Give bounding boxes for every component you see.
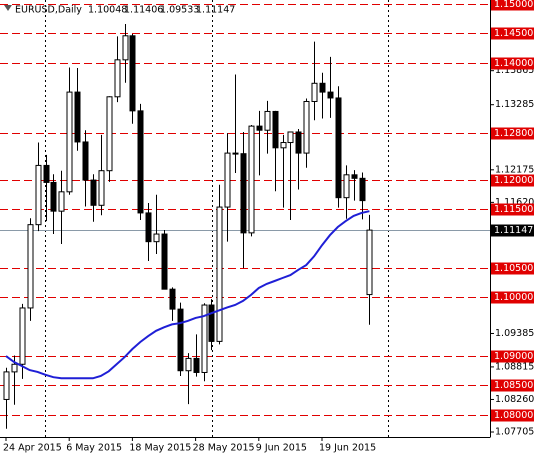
candle-body [43,164,50,183]
symbol: EURUSD,Daily [15,5,82,16]
candle-body [193,357,200,373]
x-tick-label: 28 May 2015 [193,443,255,454]
candle-body [122,35,129,61]
x-tick-label: 18 May 2015 [129,443,191,454]
candle-body [137,110,144,214]
candle-body [272,110,279,149]
candle-body [224,152,231,208]
level-label-box [491,350,534,363]
level-label: 1.12800 [494,128,533,139]
candle-body [351,174,358,179]
candle-body [359,177,366,202]
candle-body [19,307,26,365]
candle-body [201,304,208,373]
candle-body [208,304,215,342]
current-price-box [491,224,534,237]
symbol-icon [4,5,12,11]
candle-body [74,91,81,143]
level-label-box [491,379,534,392]
level-label-box [491,27,534,40]
level-label: 1.14500 [494,28,533,39]
y-tick-label: 1.11620 [495,197,534,208]
x-tick-label: 19 Jun 2015 [319,443,376,454]
y-tick-label: 1.13285 [495,99,534,110]
ohlc-open: 1.10048 [88,5,127,16]
current-price-label: 1.11147 [494,225,533,236]
candle-body [256,125,263,131]
candle-body [82,141,89,181]
y-tick-label: 1.09385 [495,328,534,339]
moving-average [5,210,370,380]
level-label-box [491,409,534,422]
level-label: 1.10500 [494,263,533,274]
y-tick-label: 1.08815 [495,361,534,372]
candle-body [216,206,223,342]
candle-body [161,233,168,290]
candle-body [319,82,326,93]
candle-body [11,363,18,373]
level-label-box [491,291,534,304]
level-label-box [491,203,534,216]
candle-body [58,191,65,212]
candle-body [169,288,176,310]
x-tick-label: 24 Apr 2015 [3,443,62,454]
level-label: 1.14000 [494,58,533,69]
candle-body [153,233,160,243]
candle-body [50,181,57,212]
y-tick-label: 1.12175 [495,164,534,175]
level-label: 1.10000 [494,292,533,303]
level-label-box [491,57,534,70]
candle-body [35,164,42,226]
candles [3,24,373,429]
candle-body [366,229,373,296]
level-label: 1.08500 [494,380,533,391]
candle-body [145,212,152,243]
candle-body [3,371,10,400]
x-tick-label: 6 May 2015 [66,443,122,454]
candle-body [287,131,294,144]
candle-body [185,357,192,372]
level-label-box [491,0,534,11]
axes: 1.13865 1.13285 1.12175 1.11620 1.09385 1.088… [3,0,534,454]
candle-body [335,97,342,199]
candle-body [66,91,73,193]
level-label-box [491,262,534,275]
x-tick-label: 9 Jun 2015 [256,443,307,454]
candle-body [27,224,34,309]
candle-body [280,142,287,149]
candle-body [303,100,310,154]
candle-body [327,91,334,99]
candle-body [295,131,302,154]
y-tick-label: 1.08260 [495,394,534,405]
candle-body [129,35,136,112]
level-label: 1.12000 [494,175,533,186]
candle-body [343,174,350,199]
level-label-box [491,174,534,187]
ohlc-high: 1.11406 [124,5,163,16]
level-label: 1.15000 [494,0,533,10]
candle-body [232,152,239,155]
level-label: 1.08000 [494,410,533,421]
candle-body [98,170,105,206]
ohlc-close: 1.11147 [196,5,235,16]
candle-body [90,179,97,206]
candle-body [311,82,318,102]
level-label: 1.11500 [494,204,533,215]
candle-body [240,153,247,234]
y-tick-label: 1.07705 [495,427,534,438]
y-tick-label: 1.13865 [495,65,534,76]
level-label: 1.09000 [494,351,533,362]
candle-body [114,59,121,98]
candle-body [106,96,113,172]
candle-body [248,125,255,234]
ohlc-low: 1.09533 [160,5,199,16]
candle-body [177,308,184,372]
level-label-box [491,127,534,140]
candle-body [264,110,271,131]
